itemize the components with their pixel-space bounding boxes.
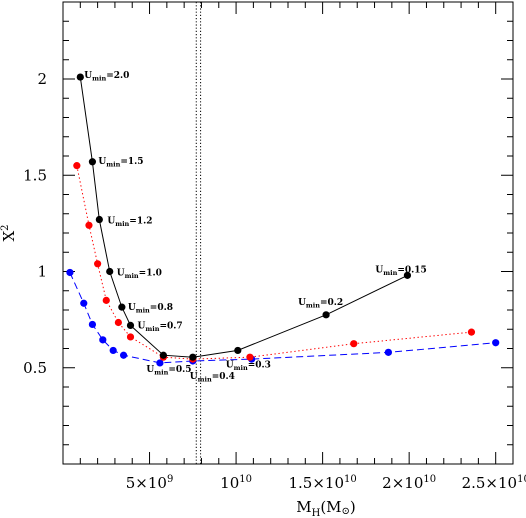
data-point	[95, 215, 103, 224]
umin-annotation: Umin=1.0	[117, 269, 162, 281]
data-point	[94, 260, 102, 268]
data-point	[119, 351, 128, 359]
umin-annotation: Umin=1.5	[98, 157, 143, 169]
data-point	[80, 299, 88, 307]
x-tick-label: 5×109	[126, 474, 174, 492]
data-point	[322, 311, 330, 319]
data-point	[88, 320, 97, 329]
data-point	[156, 359, 164, 367]
data-point	[118, 303, 126, 311]
umin-annotation: Umin=1.2	[107, 217, 152, 229]
data-point	[88, 158, 97, 166]
data-point	[102, 296, 110, 304]
series-group	[66, 73, 500, 367]
y-tick-label: 2	[37, 70, 47, 88]
data-point	[99, 336, 107, 344]
data-point	[384, 348, 392, 356]
y-tick-label: 0.5	[23, 359, 47, 377]
x-tick-label: 2.5×1010	[462, 474, 526, 492]
data-point	[85, 221, 93, 229]
y-tick-label: 1.5	[23, 166, 47, 184]
data-point	[126, 321, 135, 329]
umin-annotation: Umin=0.5	[146, 365, 191, 377]
data-point	[159, 351, 167, 359]
y-tick-label: 1	[37, 263, 47, 281]
x-tick-label: 1.5×1010	[288, 474, 356, 492]
data-point	[403, 271, 412, 279]
data-point	[76, 73, 84, 81]
y-axis-label: X2	[0, 224, 18, 241]
data-point	[246, 353, 254, 361]
umin-annotation: Umin=0.8	[128, 303, 173, 315]
umin-annotation: Umin=0.15	[375, 265, 426, 277]
data-point	[66, 268, 74, 277]
data-point	[492, 339, 500, 347]
data-point	[73, 162, 81, 170]
umin-annotation: Umin=2.0	[84, 71, 129, 83]
data-point	[189, 353, 197, 361]
series-line	[69, 272, 496, 364]
umin-annotation: Umin=0.4	[190, 372, 235, 384]
reference-lines	[195, 2, 202, 464]
data-point	[234, 346, 242, 355]
x-tick-label: 2×1010	[382, 474, 436, 492]
data-point	[109, 346, 117, 355]
x-tick-label: 1010	[220, 474, 252, 492]
data-point	[114, 318, 122, 327]
plot-frame	[62, 1, 514, 465]
annotations: Umin=2.0 Umin=1.5 Umin=1.2 Umin=1.0 Umin=0.8…	[84, 71, 427, 384]
data-point	[126, 333, 135, 341]
umin-annotation: Umin=0.3	[226, 360, 271, 372]
data-point	[467, 328, 476, 336]
umin-annotation: Umin=0.2	[298, 298, 343, 310]
umin-annotation: Umin=0.7	[138, 321, 183, 333]
x-axis-label: MH(M⊙)	[296, 498, 356, 518]
data-point	[350, 340, 358, 348]
data-point	[106, 267, 114, 276]
axis-ticks: 5×109 1010 1.5×1010 2×1010 2.5×1010 0.5 1 1.5 2	[23, 1, 526, 492]
